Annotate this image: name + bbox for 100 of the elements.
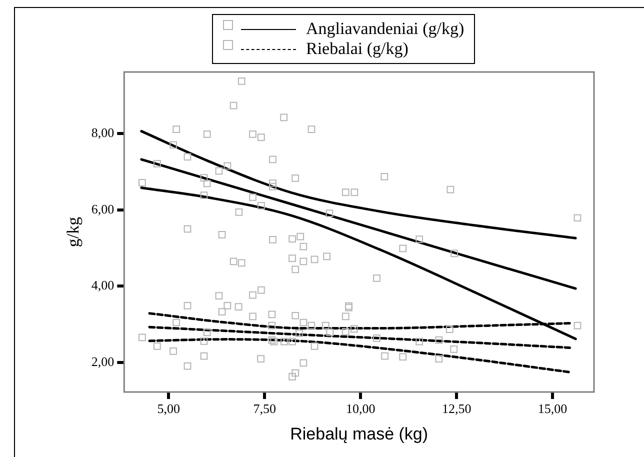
point (288, 338, 296, 346)
point (224, 162, 232, 170)
line-series (148, 312, 572, 330)
point (310, 256, 318, 264)
point (323, 252, 331, 260)
point (258, 134, 265, 141)
point (268, 310, 276, 318)
point (203, 328, 211, 336)
point (300, 318, 308, 326)
point (288, 235, 296, 243)
point (184, 302, 192, 310)
point (269, 236, 276, 244)
point (373, 334, 380, 342)
point (218, 230, 226, 238)
point (300, 242, 308, 250)
point (310, 342, 318, 350)
point (399, 244, 407, 252)
point (218, 308, 226, 316)
point (288, 254, 296, 262)
point (268, 336, 276, 344)
point (373, 274, 380, 282)
point (292, 312, 300, 320)
point (326, 328, 334, 336)
point (381, 352, 388, 360)
point (280, 114, 288, 122)
point (200, 352, 208, 360)
point (170, 347, 177, 355)
line-series (148, 338, 572, 374)
point (300, 359, 308, 367)
point (249, 130, 256, 138)
y-tick-label: 8,00 (91, 124, 114, 140)
point (326, 210, 334, 217)
point (342, 312, 350, 320)
point (350, 188, 358, 196)
line-series (140, 186, 577, 340)
point (230, 258, 238, 266)
point (258, 202, 265, 210)
point (215, 167, 223, 175)
point (350, 325, 358, 333)
point (257, 355, 264, 362)
point (172, 318, 180, 326)
point (230, 102, 238, 110)
point (184, 153, 192, 160)
y-tick-label: 4,00 (91, 278, 114, 293)
point (270, 338, 278, 346)
point (399, 353, 407, 361)
point (574, 214, 582, 222)
point (203, 130, 211, 138)
point (296, 330, 303, 337)
point (292, 174, 300, 182)
point (322, 322, 330, 330)
point (203, 180, 211, 188)
y-axis-title: g/kg (64, 216, 83, 248)
point (249, 291, 256, 299)
point (138, 179, 146, 186)
line-series (140, 130, 577, 240)
point (435, 355, 443, 362)
y-tick-label: 6,00 (91, 201, 114, 216)
point (215, 292, 223, 300)
x-tick-label: 7,50 (253, 401, 276, 416)
point (258, 286, 265, 294)
point (153, 160, 161, 168)
point (138, 334, 146, 342)
point (450, 250, 458, 258)
x-tick-label: 5,00 (157, 401, 180, 416)
point (380, 172, 388, 180)
point (249, 312, 256, 320)
point (170, 141, 177, 149)
point (342, 328, 350, 336)
line-series (140, 158, 577, 290)
point (269, 182, 276, 190)
point (450, 346, 458, 353)
point (574, 322, 582, 330)
point (224, 302, 232, 310)
point (296, 232, 304, 240)
point (153, 342, 161, 350)
point (238, 259, 246, 267)
line-series (148, 326, 572, 349)
point (234, 303, 242, 311)
point (280, 338, 288, 346)
x-tick-label: 12,50 (442, 401, 472, 416)
point (269, 179, 276, 187)
point (308, 126, 316, 133)
legend-label: Angliavandeniai (g/kg) (306, 19, 464, 39)
point (416, 338, 424, 346)
x-tick-label: 10,00 (346, 401, 376, 416)
point (172, 126, 180, 133)
point (416, 236, 424, 243)
point (300, 258, 308, 266)
point (288, 373, 296, 380)
point (308, 322, 316, 330)
x-tick-label: 15,00 (538, 401, 568, 416)
point (292, 266, 300, 274)
point (269, 156, 276, 164)
point (200, 192, 208, 200)
point (200, 174, 208, 182)
point (446, 326, 454, 334)
point (342, 188, 350, 196)
point (184, 362, 192, 370)
x-axis-title: Riebalų masė (kg) (290, 424, 428, 444)
